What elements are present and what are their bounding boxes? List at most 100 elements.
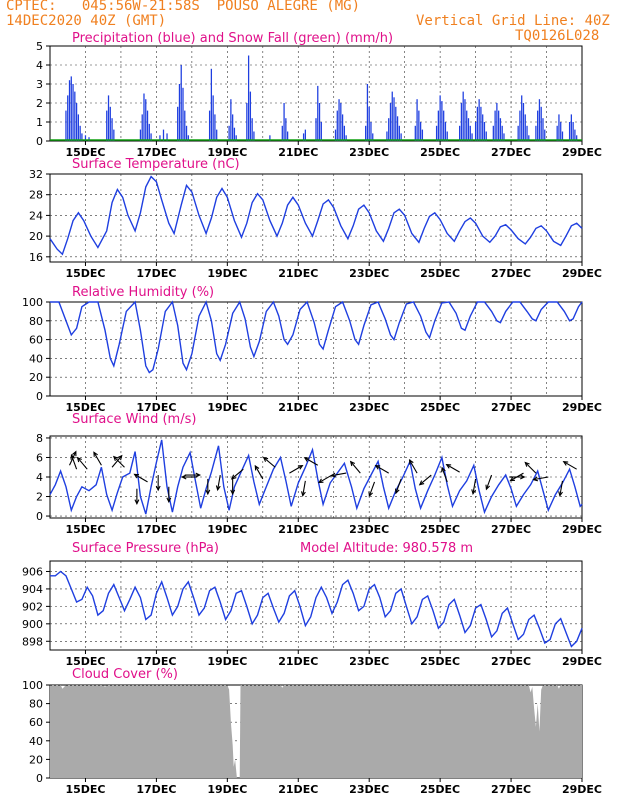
precip-bar — [233, 127, 236, 141]
precip-bar — [67, 95, 69, 141]
panel-subtitle: Model Altitude: 980.578 m — [300, 541, 473, 556]
wind-arrow — [217, 474, 221, 490]
precip-bar — [556, 125, 558, 141]
precip-bar — [162, 129, 165, 141]
precip-bar — [334, 129, 337, 141]
wind-arrow-head — [134, 499, 140, 505]
wind-arrow-head — [254, 464, 260, 471]
wind-arrow — [77, 457, 88, 470]
precip-bar — [184, 110, 186, 141]
precip-bar — [421, 129, 424, 141]
wind-arrow-head — [520, 474, 526, 480]
precip-bar — [145, 99, 147, 141]
wind-arrow-head — [349, 460, 356, 467]
x-tick-label: 17DEC — [136, 267, 176, 280]
x-tick-label: 27DEC — [491, 267, 531, 280]
precip-bar — [395, 106, 397, 141]
precip-bar — [88, 137, 90, 141]
series-line — [49, 439, 583, 515]
precip-bar — [370, 122, 372, 141]
wind-arrow — [441, 467, 448, 483]
precip-bar — [251, 118, 253, 141]
precip-bar — [366, 84, 369, 141]
precip-bar — [435, 125, 438, 141]
y-tick-label: 898 — [22, 635, 43, 648]
wind-arrow-head — [532, 476, 539, 482]
precip-bar — [499, 118, 502, 141]
precip-bar — [228, 125, 230, 141]
y-tick-label: 40 — [29, 735, 43, 748]
y-tick-label: 60 — [29, 716, 43, 729]
wind-arrow — [113, 456, 125, 468]
x-tick-label: 19DEC — [207, 655, 247, 668]
x-tick-label: 17DEC — [136, 401, 176, 414]
precip-bar — [441, 101, 443, 141]
wind-arrow-head — [180, 474, 187, 480]
y-tick-label: 28 — [29, 189, 43, 202]
precip-bar — [304, 129, 306, 141]
precip-bar — [498, 110, 500, 141]
wind-arrow-head — [317, 478, 324, 484]
x-tick-label: 19DEC — [207, 267, 247, 280]
wind-arrow-head — [441, 466, 446, 473]
y-tick-label: 2 — [36, 97, 43, 110]
precip-bar — [469, 125, 471, 141]
precip-bar — [70, 76, 72, 141]
precip-bar — [568, 122, 571, 141]
x-tick-label: 23DEC — [349, 401, 389, 414]
x-tick-label: 19DEC — [207, 401, 247, 414]
series-line — [50, 300, 583, 374]
precip-bar — [391, 91, 393, 141]
x-tick-label: 21DEC — [278, 783, 318, 796]
wind-arrow-head — [117, 454, 123, 461]
precip-bar — [459, 125, 461, 141]
wind-arrow — [134, 473, 148, 483]
precip-bar — [246, 103, 248, 141]
precip-bar — [111, 118, 113, 141]
wind-arrow-head — [262, 456, 269, 462]
y-tick-label: 60 — [29, 334, 43, 347]
y-tick-label: 20 — [29, 753, 43, 766]
y-tick-label: 32 — [29, 168, 43, 181]
wind-arrow-head — [418, 480, 425, 486]
precip-bar — [283, 103, 285, 141]
x-tick-label: 25DEC — [420, 267, 460, 280]
precip-bar — [471, 133, 473, 141]
x-tick-label: 21DEC — [278, 146, 318, 159]
precip-bar — [519, 110, 521, 141]
y-tick-label: 3 — [36, 78, 43, 91]
precip-bar — [368, 106, 370, 141]
y-tick-label: 100 — [22, 296, 43, 309]
precip-bar — [483, 122, 486, 141]
precip-bar — [494, 110, 496, 141]
precip-bar — [286, 131, 289, 141]
precip-bar — [464, 99, 466, 141]
precip-bar — [341, 114, 344, 141]
x-tick-label: 29DEC — [562, 783, 602, 796]
precip-bar — [462, 91, 464, 141]
precip-bar — [576, 135, 578, 141]
panel-title: Precipitation (blue) and Snow Fall (gree… — [72, 31, 393, 46]
x-tick-label: 15DEC — [65, 655, 105, 668]
precip-bar — [74, 91, 76, 141]
x-tick-label: 21DEC — [278, 401, 318, 414]
precip-bar — [281, 125, 283, 141]
x-tick-label: 19DEC — [207, 146, 247, 159]
precip-bar — [466, 110, 468, 141]
wind-arrow-head — [301, 491, 306, 497]
wind-arrow-head — [408, 459, 414, 465]
precip-bar — [150, 133, 152, 141]
x-tick-label: 27DEC — [491, 783, 531, 796]
run-id: TQ0126L028 — [515, 28, 600, 44]
panel-2: 16 20 24 28 32 15DEC 17DEC 19DEC 21DEC 23DEC 25DEC… — [29, 157, 602, 280]
x-tick-label: 23DEC — [349, 267, 389, 280]
x-tick-label: 17DEC — [136, 523, 176, 536]
precip-bar — [558, 114, 560, 141]
wind-arrow — [111, 455, 123, 468]
precip-bar — [538, 99, 541, 141]
wind-arrow-head — [562, 461, 569, 466]
wind-arrow — [263, 457, 276, 468]
y-tick-label: 4 — [36, 59, 43, 72]
precip-bar — [393, 97, 395, 141]
